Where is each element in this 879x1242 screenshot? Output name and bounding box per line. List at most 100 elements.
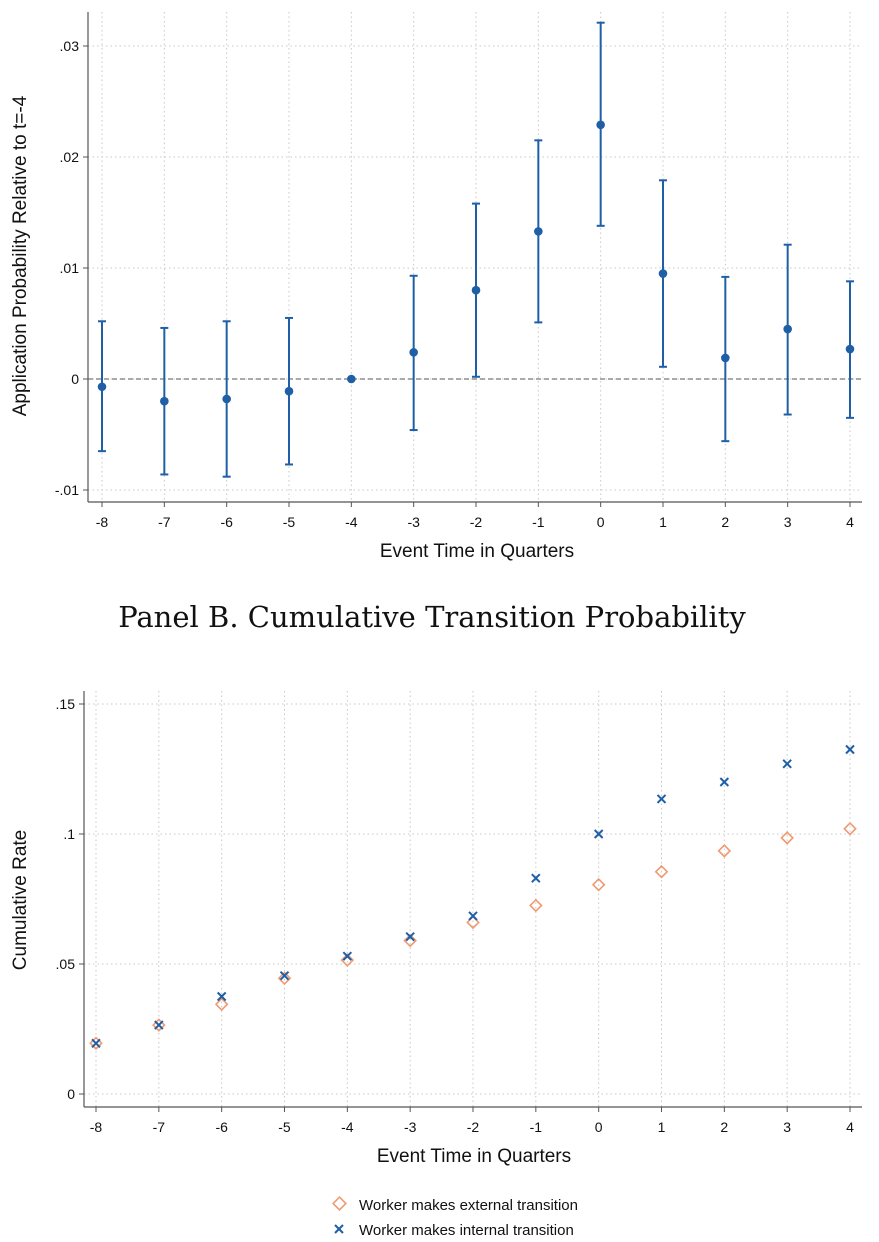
panel-a-x-tick-label: 2 (721, 514, 729, 530)
point-estimate (783, 324, 792, 334)
external-transition-point (591, 877, 606, 892)
panel-b-x-tick-label: -4 (341, 1119, 354, 1135)
panel-a-y-tick-label: .02 (60, 149, 80, 165)
panel-a-estimate-with-ci (596, 21, 605, 227)
panel-a-y-axis-title: Application Probability Relative to t=-4 (10, 95, 31, 416)
panel-a-estimate-with-ci (783, 243, 792, 416)
internal-transition-point (279, 970, 290, 981)
panel-b-y-axis-title: Cumulative Rate (10, 830, 31, 970)
panel-b-y-tick-label: .1 (63, 826, 75, 842)
point-estimate (97, 382, 107, 392)
point-estimate (160, 396, 169, 406)
legend-internal-label: Worker makes internal transition (359, 1222, 574, 1239)
internal-transition-point (216, 991, 227, 1002)
internal-transition-point (405, 931, 415, 942)
internal-transition-point (531, 873, 541, 883)
panel-a-x-tick-label: -8 (96, 514, 109, 530)
panel-b-x-tick-label: -1 (530, 1119, 543, 1135)
panel-b-x-tick-label: 0 (595, 1119, 603, 1135)
internal-transition-point (782, 759, 792, 769)
panel-a-estimate-with-ci (658, 179, 668, 368)
panel-a-estimate-with-ci (97, 320, 107, 453)
panel-b-x-tick-label: -3 (404, 1119, 417, 1135)
panel-a-x-tick-label: -1 (532, 514, 545, 530)
panel-a-axes (83, 12, 862, 507)
panel-b-cumulative-rate-chart: -8 -7 -6 -5 -4 -3 -2 -1 0 1 2 3 4 0 .05 .1 .15 Event Ti… (10, 691, 862, 1167)
external-transition-point (529, 898, 543, 913)
panel-b-y-tick-label: 0 (67, 1086, 75, 1102)
panel-a-estimate-with-ci (284, 316, 294, 466)
internal-transition-point (593, 829, 604, 839)
panel-b-x-tick-labels: -8 -7 -6 -5 -4 -3 -2 -1 0 1 2 3 4 (90, 1119, 854, 1135)
panel-a-y-tick-label: .01 (60, 260, 80, 276)
legend-external-label: Worker makes external transition (359, 1197, 578, 1214)
panel-a-estimates (97, 21, 855, 478)
panel-a-estimate-with-ci (534, 139, 543, 324)
point-estimate (347, 374, 356, 384)
panel-b-legend: Worker makes external transition Worker … (332, 1196, 578, 1239)
panel-a-x-tick-label: -5 (283, 514, 296, 530)
panel-a-x-axis-title: Event Time in Quarters (380, 541, 574, 562)
panel-b-title: Panel B. Cumulative Transition Probabili… (118, 600, 746, 634)
external-transition-point (214, 997, 229, 1012)
panel-b-x-axis-title: Event Time in Quarters (377, 1146, 571, 1167)
external-transition-point (843, 822, 857, 836)
internal-transition-point (342, 951, 353, 961)
panel-a-x-tick-label: 3 (784, 514, 792, 530)
panel-a-x-tick-label: 1 (659, 514, 667, 530)
panel-b-gridlines (84, 691, 862, 1107)
panel-a-x-tick-label: -7 (158, 514, 171, 530)
point-estimate (721, 353, 730, 363)
panel-b-x-tick-label: -8 (90, 1119, 103, 1135)
legend-external-diamond-marker (332, 1196, 347, 1211)
panel-a-x-tick-label: 4 (846, 514, 854, 530)
panel-a-estimate-with-ci (721, 275, 730, 443)
panel-a-x-tick-label: -2 (470, 514, 483, 530)
point-estimate (534, 227, 543, 236)
panel-a-estimate-with-ci (409, 274, 418, 432)
internal-transition-point (468, 911, 478, 921)
point-estimate (845, 344, 855, 354)
panel-a-y-tick-label: -.01 (55, 482, 79, 498)
panel-b-points (89, 744, 857, 1051)
panel-a-x-tick-label: -6 (220, 514, 233, 530)
panel-b-x-tick-label: -2 (467, 1119, 480, 1135)
point-estimate (409, 348, 418, 357)
panel-a-y-tick-label: .03 (60, 38, 80, 54)
panel-b-x-tick-label: 4 (846, 1119, 854, 1135)
panel-a-x-tick-label: -4 (345, 514, 358, 530)
panel-b-x-tick-label: -6 (215, 1119, 228, 1135)
panel-a-event-study-chart: -8 -7 -6 -5 -4 -3 -2 -1 0 1 2 3 4 -.01 0 .01 .02 .03 Eve… (10, 12, 862, 562)
external-transition-point (654, 864, 669, 879)
external-transition-point (277, 971, 292, 986)
panel-a-x-tick-label: -3 (407, 514, 420, 530)
panel-a-estimate-with-ci (222, 320, 231, 478)
panel-b-y-tick-label: .15 (56, 696, 76, 712)
panel-b-x-tick-label: 1 (658, 1119, 666, 1135)
panel-b-y-tick-labels: 0 .05 .1 .15 (56, 696, 76, 1102)
panel-a-x-tick-label: 0 (597, 514, 605, 530)
internal-transition-point (91, 1038, 101, 1049)
panel-a-x-tick-labels: -8 -7 -6 -5 -4 -3 -2 -1 0 1 2 3 4 (96, 514, 854, 530)
external-transition-point (780, 831, 794, 845)
internal-transition-point (656, 794, 667, 804)
point-estimate (658, 269, 668, 278)
external-transition-point (717, 844, 732, 858)
panel-a-estimate-with-ci (845, 280, 855, 419)
panel-b-x-tick-label: 2 (720, 1119, 728, 1135)
external-transition-point (340, 953, 355, 967)
panel-b-x-tick-label: -7 (153, 1119, 166, 1135)
external-transition-point (403, 933, 417, 948)
point-estimate (596, 120, 605, 130)
internal-transition-point (154, 1020, 164, 1030)
point-estimate (471, 285, 481, 295)
panel-a-estimate-with-ci (160, 326, 169, 476)
panel-b-x-tick-label: 3 (783, 1119, 791, 1135)
panel-b-y-tick-label: .05 (56, 956, 76, 972)
panel-b-x-tick-label: -5 (278, 1119, 291, 1135)
panel-a-y-tick-labels: -.01 0 .01 .02 .03 (55, 38, 79, 498)
internal-transition-point (845, 744, 855, 755)
panel-a-y-tick-label: 0 (71, 371, 79, 387)
internal-transition-point (719, 777, 730, 787)
